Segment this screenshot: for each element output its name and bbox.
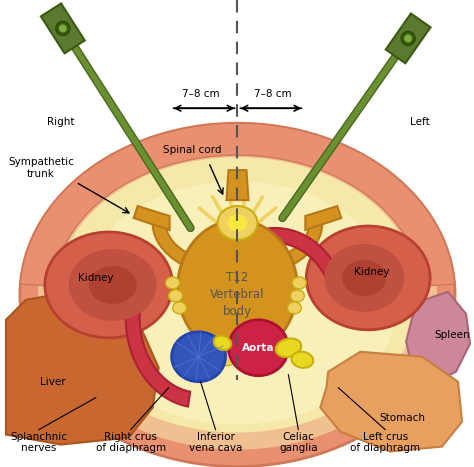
Ellipse shape [228, 320, 288, 376]
Ellipse shape [56, 157, 419, 432]
Ellipse shape [78, 181, 397, 425]
Ellipse shape [228, 214, 247, 232]
Ellipse shape [240, 354, 255, 366]
Ellipse shape [287, 302, 301, 314]
Polygon shape [406, 292, 470, 382]
Ellipse shape [401, 31, 415, 45]
Ellipse shape [172, 332, 226, 382]
Text: 7–8 cm: 7–8 cm [182, 89, 219, 99]
Ellipse shape [69, 249, 156, 321]
Text: T12
Vertebral
body: T12 Vertebral body [210, 271, 264, 318]
Polygon shape [41, 3, 85, 53]
Polygon shape [227, 170, 248, 200]
Text: Spleen: Spleen [434, 330, 470, 340]
Text: Stomach: Stomach [379, 413, 425, 423]
Text: Celiac
ganglia: Celiac ganglia [279, 432, 318, 453]
Ellipse shape [59, 24, 67, 32]
Text: Right crus
of diaphragm: Right crus of diaphragm [96, 432, 166, 453]
Ellipse shape [292, 352, 313, 368]
Text: Left: Left [410, 117, 430, 127]
Text: Aorta: Aorta [242, 343, 275, 353]
Ellipse shape [404, 35, 412, 42]
Polygon shape [20, 123, 455, 286]
Ellipse shape [178, 220, 297, 356]
Ellipse shape [275, 339, 301, 357]
Polygon shape [320, 352, 462, 452]
Text: 7–8 cm: 7–8 cm [254, 89, 291, 99]
Ellipse shape [324, 244, 404, 312]
Text: Kidney: Kidney [355, 267, 390, 277]
Ellipse shape [56, 21, 70, 35]
Ellipse shape [38, 140, 437, 450]
Polygon shape [386, 14, 430, 63]
Text: Liver: Liver [40, 377, 66, 387]
Polygon shape [153, 223, 322, 278]
Ellipse shape [342, 260, 386, 296]
Polygon shape [134, 206, 170, 230]
Ellipse shape [218, 206, 257, 240]
Ellipse shape [292, 277, 306, 289]
Ellipse shape [220, 354, 235, 366]
Text: Sympathetic
trunk: Sympathetic trunk [8, 157, 74, 179]
Text: Left crus
of diaphragm: Left crus of diaphragm [350, 432, 420, 453]
Ellipse shape [45, 232, 173, 338]
Polygon shape [305, 206, 341, 230]
Text: Right: Right [47, 117, 74, 127]
Text: Splanchnic
nerves: Splanchnic nerves [10, 432, 67, 453]
Ellipse shape [201, 350, 215, 362]
Ellipse shape [291, 290, 304, 302]
Polygon shape [201, 228, 341, 359]
Ellipse shape [165, 277, 180, 289]
Polygon shape [6, 292, 159, 445]
Ellipse shape [306, 226, 430, 330]
Text: Inferior
vena cava: Inferior vena cava [189, 432, 242, 453]
Text: Spinal cord: Spinal cord [164, 145, 222, 155]
Polygon shape [126, 277, 190, 407]
Ellipse shape [20, 123, 455, 467]
Ellipse shape [173, 302, 187, 314]
Ellipse shape [260, 350, 274, 362]
Ellipse shape [214, 335, 231, 350]
Text: Kidney: Kidney [78, 273, 113, 283]
Ellipse shape [89, 266, 137, 304]
Ellipse shape [169, 290, 182, 302]
